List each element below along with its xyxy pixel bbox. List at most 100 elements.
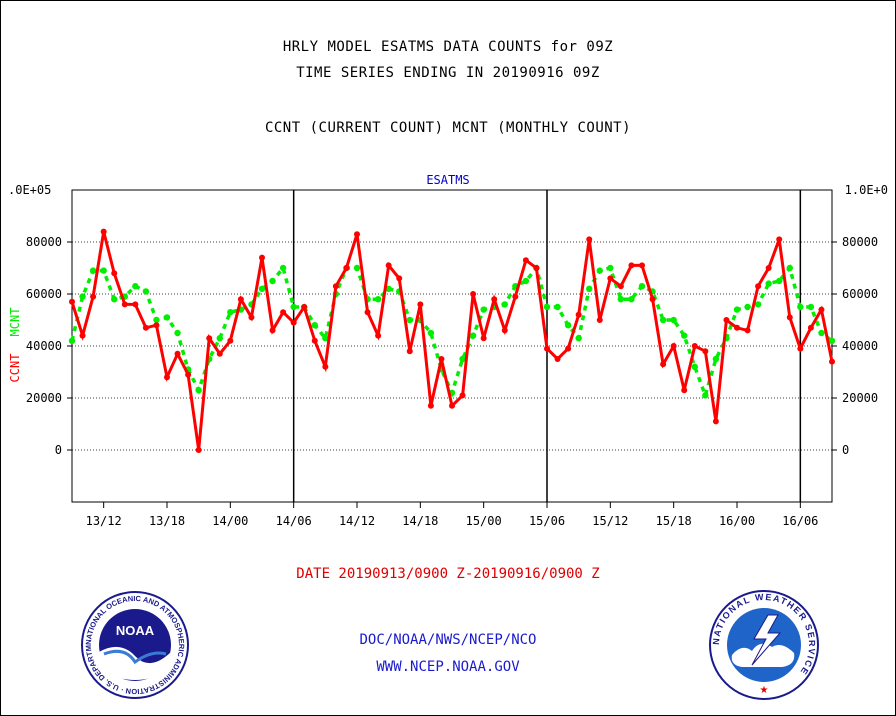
ccnt-point xyxy=(417,301,424,308)
mcnt-point xyxy=(111,296,118,303)
mcnt-point xyxy=(702,392,709,399)
mcnt-point xyxy=(459,355,466,363)
ccnt-point xyxy=(259,254,265,261)
mcnt-point xyxy=(163,314,171,321)
mcnt-point xyxy=(279,264,287,272)
x-tick-label: 16/06 xyxy=(782,514,818,528)
mcnt-point xyxy=(776,277,783,285)
mcnt-point xyxy=(227,309,234,316)
mcnt-point xyxy=(322,335,329,342)
ccnt-point xyxy=(79,332,86,339)
mcnt-point xyxy=(174,329,181,337)
mcnt-point xyxy=(681,332,688,339)
ccnt-point xyxy=(459,392,466,399)
mcnt-point xyxy=(543,303,551,311)
ccnt-point xyxy=(660,361,667,368)
mcnt-point xyxy=(79,293,86,300)
ccnt-point xyxy=(132,301,139,308)
ccnt-point xyxy=(216,350,223,357)
ccnt-point xyxy=(111,270,118,277)
ccnt-point xyxy=(90,293,97,300)
ccnt-point xyxy=(776,236,783,243)
mcnt-point xyxy=(617,296,625,303)
mcnt-point xyxy=(786,264,793,272)
mcnt-point xyxy=(607,264,614,272)
ccnt-point xyxy=(765,265,772,271)
ccnt-point xyxy=(174,350,181,357)
x-tick-label: 14/12 xyxy=(339,514,375,528)
url-link[interactable]: WWW.NCEP.NOAA.GOV xyxy=(376,659,520,675)
ccnt-point xyxy=(480,335,487,342)
mcnt-point xyxy=(353,264,361,272)
x-tick-label: 15/18 xyxy=(656,514,692,528)
ccnt-point xyxy=(185,371,192,378)
y-tick-label-right: 40000 xyxy=(842,339,878,353)
ccnt-point xyxy=(332,283,339,290)
ccnt-point xyxy=(269,327,276,334)
y-axis-label-mcnt: MCNT xyxy=(8,308,22,337)
nws-logo: ★ NATIONAL WEATHER SERVICE xyxy=(709,590,819,700)
mcnt-point xyxy=(269,277,276,285)
ccnt-point xyxy=(396,275,403,282)
x-tick-label: 13/12 xyxy=(86,514,122,528)
mcnt-point xyxy=(733,306,741,313)
ccnt-point xyxy=(681,387,688,394)
ccnt-point xyxy=(712,418,719,425)
x-tick-label: 15/00 xyxy=(466,514,502,528)
ccnt-point xyxy=(354,231,360,238)
x-tick-label: 13/18 xyxy=(149,514,185,528)
ccnt-point xyxy=(227,337,234,344)
ccnt-point xyxy=(755,283,762,290)
ccnt-point xyxy=(491,296,498,303)
ccnt-point xyxy=(385,262,392,269)
mcnt-point xyxy=(100,267,107,274)
ccnt-point xyxy=(797,345,804,352)
mcnt-point xyxy=(754,301,762,308)
mcnt-point xyxy=(89,267,97,274)
mcnt-point xyxy=(596,267,603,274)
ccnt-point xyxy=(364,309,371,316)
mcnt-point xyxy=(216,335,223,342)
mcnt-point xyxy=(374,296,382,303)
mcnt-point xyxy=(564,322,572,329)
header-subtitle: TIME SERIES ENDING IN 20190916 09Z xyxy=(296,65,600,81)
ccnt-point xyxy=(596,317,603,323)
y-tick-label-right: 0 xyxy=(842,443,849,457)
mcnt-point xyxy=(638,283,646,290)
mcnt-point xyxy=(258,285,266,292)
y-tick-label-left: 60000 xyxy=(26,287,62,301)
ccnt-point xyxy=(649,296,656,303)
series-line-ccnt xyxy=(70,231,834,451)
y-tick-label-left: 20000 xyxy=(26,391,62,405)
mcnt-point xyxy=(712,355,720,363)
ccnt-point xyxy=(670,343,677,349)
y-axis-label-ccnt: CCNT xyxy=(8,354,22,383)
date-range: DATE 20190913/0900 Z-20190916/0900 Z xyxy=(296,566,600,582)
y-tick-label-left: 0 xyxy=(55,443,62,457)
mcnt-point xyxy=(153,316,160,324)
ccnt-point xyxy=(512,293,519,300)
org-text: DOC/NOAA/NWS/NCEP/NCO xyxy=(359,632,537,648)
mcnt-point xyxy=(68,337,76,344)
ccnt-point xyxy=(522,257,529,264)
mcnt-point xyxy=(575,335,582,342)
x-tick-label: 14/18 xyxy=(402,514,438,528)
ccnt-point xyxy=(69,298,75,305)
x-tick-label: 16/00 xyxy=(719,514,755,528)
ccnt-point xyxy=(617,283,624,290)
ccnt-point xyxy=(734,324,740,331)
ccnt-point xyxy=(544,345,550,352)
ccnt-point xyxy=(164,374,170,381)
ccnt-point xyxy=(153,322,160,329)
mcnt-point xyxy=(132,283,139,290)
mcnt-point xyxy=(480,306,487,313)
noaa-logo-text: NOAA xyxy=(116,623,155,638)
ccnt-point xyxy=(807,324,814,331)
ccnt-point xyxy=(375,332,382,339)
mcnt-point xyxy=(828,337,836,344)
ccnt-point xyxy=(691,343,698,349)
mcnt-point xyxy=(311,322,318,329)
ccnt-point xyxy=(206,335,213,342)
ccnt-point xyxy=(501,327,508,334)
mcnt-point xyxy=(744,303,751,311)
